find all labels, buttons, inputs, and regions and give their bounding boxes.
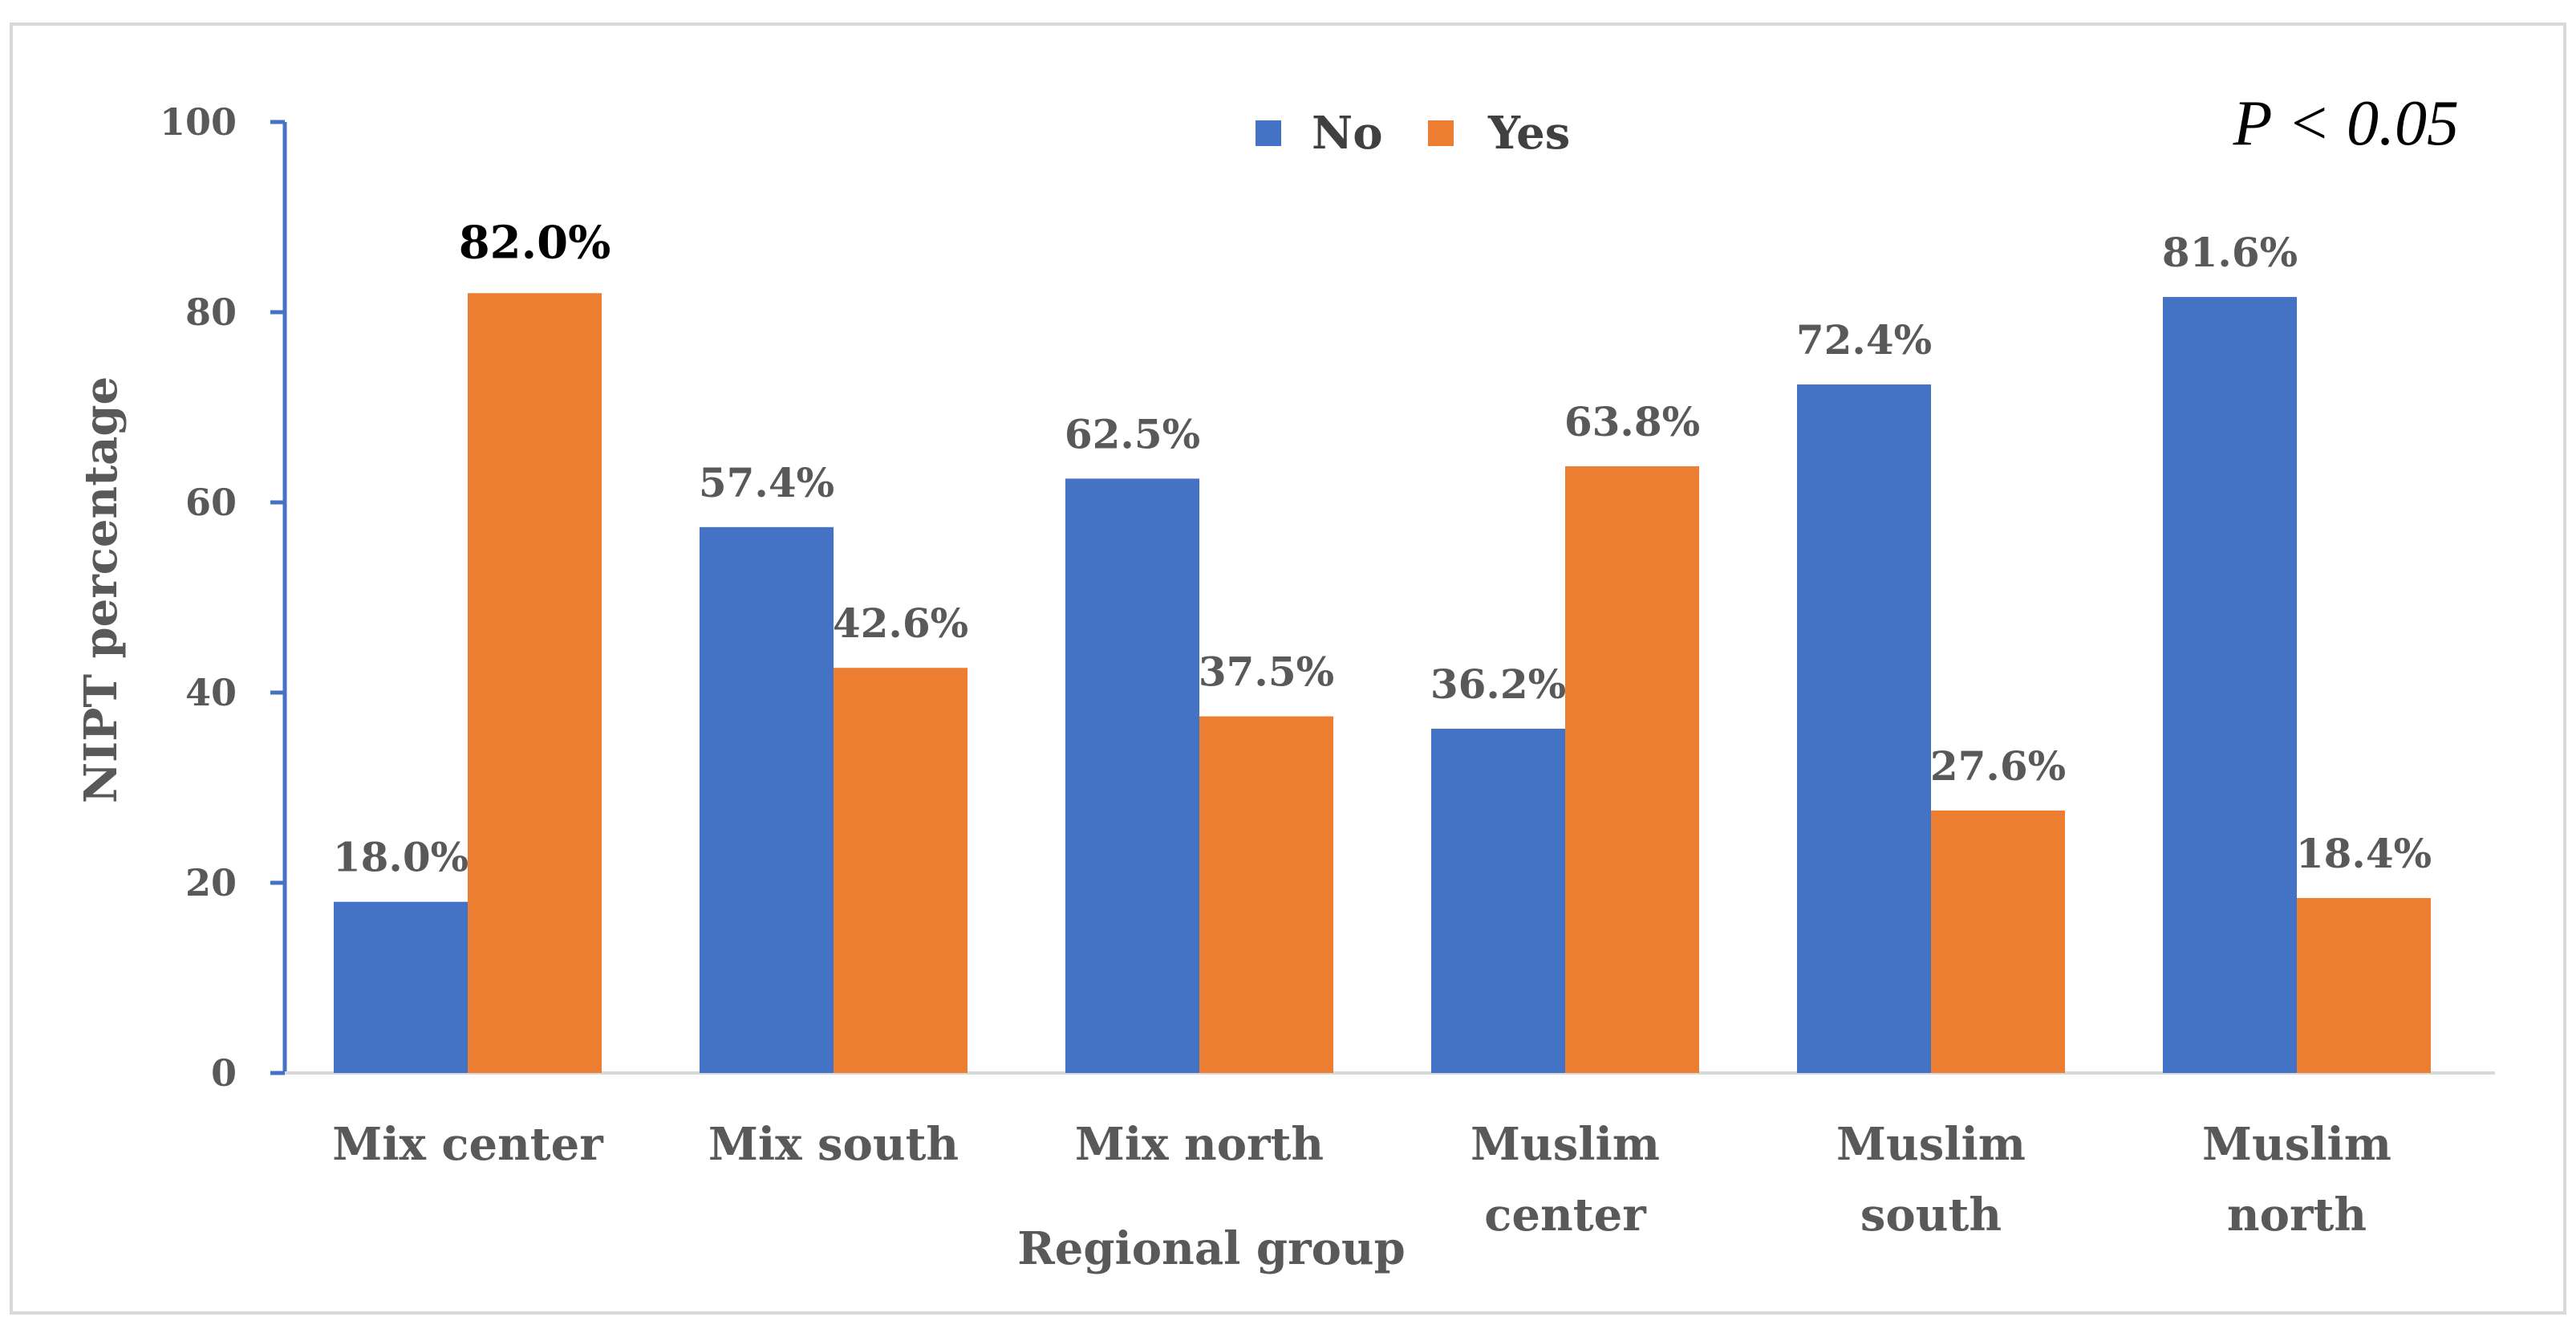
significance-annotation: P < 0.05 xyxy=(2233,88,2459,159)
bar-yes-3 xyxy=(1565,465,1699,1073)
category-label-2: Mix north xyxy=(1075,1118,1324,1171)
category-label-5: north xyxy=(2227,1189,2367,1242)
chart-frame xyxy=(10,22,2566,1315)
legend-label-yes: Yes xyxy=(1487,107,1570,160)
data-label-yes-1: 42.6% xyxy=(833,599,968,647)
bar-yes-2 xyxy=(1199,716,1333,1073)
y-tick-label: 60 xyxy=(185,481,237,524)
y-tick-label: 0 xyxy=(211,1051,237,1095)
bar-no-4 xyxy=(1797,384,1931,1073)
data-label-no-4: 72.4% xyxy=(1796,316,1932,364)
data-label-no-5: 81.6% xyxy=(2162,229,2298,276)
bar-no-0 xyxy=(334,901,468,1073)
legend: No Yes xyxy=(1256,107,1570,160)
y-tick-label: 80 xyxy=(185,291,237,334)
data-label-yes-4: 27.6% xyxy=(1930,742,2066,790)
category-label-3: Muslim xyxy=(1471,1118,1660,1171)
data-label-no-1: 57.4% xyxy=(699,459,834,506)
bars xyxy=(334,293,2431,1073)
legend-swatch-no xyxy=(1256,120,1281,146)
bar-no-3 xyxy=(1431,729,1565,1073)
data-label-no-2: 62.5% xyxy=(1065,410,1200,457)
x-axis-title: Regional group xyxy=(1017,1222,1406,1275)
category-label-4: Muslim xyxy=(1836,1118,2026,1171)
data-label-no-3: 36.2% xyxy=(1430,660,1566,708)
data-labels: 18.0% 82.0% 57.4% 42.6% 62.5% 37.5% 36.2% 63.8%… xyxy=(333,216,2432,880)
legend-label-no: No xyxy=(1312,107,1383,160)
axes xyxy=(270,120,2495,1075)
tick-labels: 0 20 40 60 80 100 xyxy=(160,100,237,1095)
category-label-4: south xyxy=(1860,1189,2002,1242)
bar-no-1 xyxy=(700,526,834,1073)
data-label-no-0: 18.0% xyxy=(333,834,469,881)
category-label-3: center xyxy=(1484,1189,1647,1242)
bar-yes-4 xyxy=(1931,810,2065,1073)
data-label-yes-0: 82.0% xyxy=(459,216,611,269)
y-tick-label: 100 xyxy=(160,100,237,144)
data-label-yes-3: 63.8% xyxy=(1564,398,1700,445)
bar-yes-0 xyxy=(468,293,602,1073)
bar-yes-1 xyxy=(834,668,968,1073)
category-label-1: Mix south xyxy=(708,1118,959,1171)
y-tick-label: 40 xyxy=(185,671,237,714)
bar-no-2 xyxy=(1065,478,1199,1073)
category-labels: Mix center Mix south Mix north Muslim center… xyxy=(332,1118,2391,1242)
category-label-5: Muslim xyxy=(2202,1118,2391,1171)
legend-swatch-yes xyxy=(1428,120,1454,146)
y-tick-label: 20 xyxy=(185,861,237,904)
category-label-0: Mix center xyxy=(332,1118,604,1171)
data-label-yes-5: 18.4% xyxy=(2296,830,2432,877)
y-axis-title: NIPT percentage xyxy=(75,376,128,803)
bar-yes-5 xyxy=(2297,897,2431,1073)
bar-no-5 xyxy=(2163,297,2297,1073)
data-label-yes-2: 37.5% xyxy=(1199,648,1334,696)
